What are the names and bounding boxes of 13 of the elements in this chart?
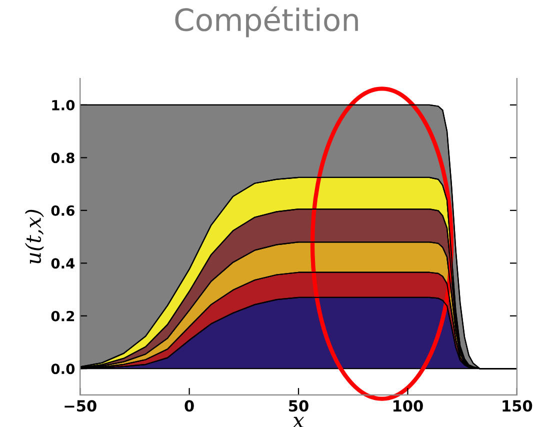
chart-title: Compétition <box>175 6 358 38</box>
y-tick-label: 0.4 <box>51 258 75 269</box>
y-tick-label: 1.0 <box>52 100 75 110</box>
x-tick-label: 0 <box>184 400 194 412</box>
y-tick-label: 0.2 <box>51 310 74 322</box>
y-tick-label: 0.0 <box>51 364 75 374</box>
y-axis-title: u(t,x) <box>24 210 44 264</box>
x-tick-label: 50 <box>289 400 308 412</box>
y-tick-label: 0.6 <box>51 205 74 216</box>
y-tick-label: 0.8 <box>51 152 74 164</box>
x-tick-label: 150 <box>502 400 532 412</box>
x-tick-label: −50 <box>64 400 96 412</box>
x-tick-label: 100 <box>393 400 423 412</box>
